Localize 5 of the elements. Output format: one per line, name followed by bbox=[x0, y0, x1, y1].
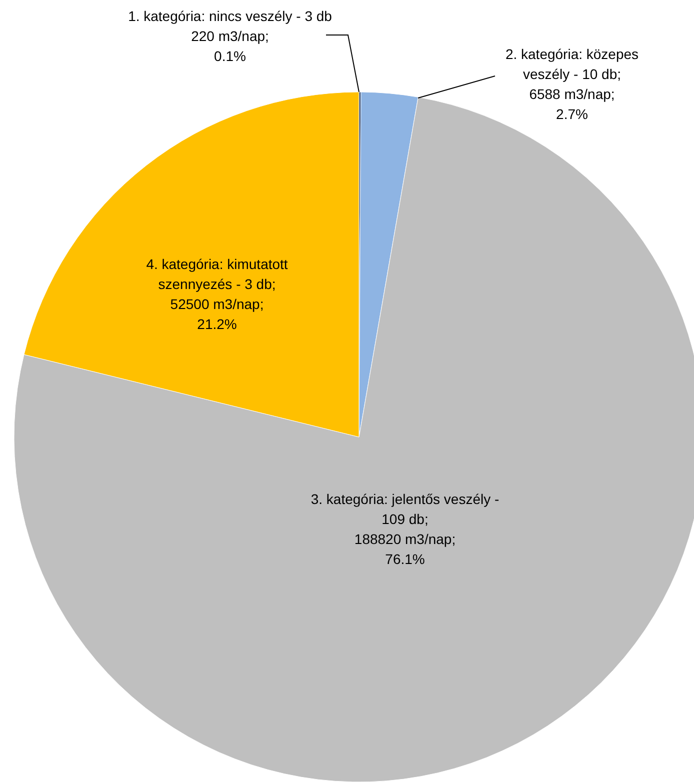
slice-label: 3. kategória: jelentős veszély - 109 db; 188820 m3/nap; 76.1% bbox=[310, 491, 500, 567]
slice-label: 1. kategória: nincs veszély - 3 db bbox=[128, 8, 332, 24]
slice-label: 4. kategória: kimutatott szennyezés - 3 db; 52500 m3/nap; 21.2% bbox=[146, 256, 288, 332]
data-label: 220 m3/nap; 0.1% bbox=[191, 28, 269, 64]
slice-label: 2. kategória: közepes veszély - 10 db; 6588 m3/nap; 2.7% bbox=[505, 46, 639, 122]
